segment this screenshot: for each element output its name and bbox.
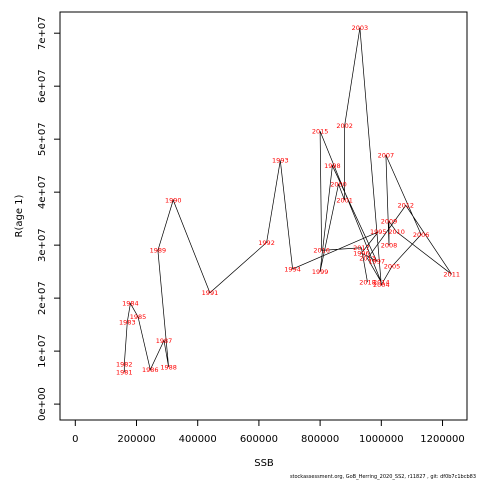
x-tick-label: 1000000 — [359, 434, 404, 445]
year-label-1991: 1991 — [202, 289, 219, 297]
year-label-2018: 2018 — [359, 279, 376, 287]
year-label-2002: 2002 — [336, 122, 353, 130]
year-label-2015: 2015 — [312, 128, 329, 136]
year-label-1993: 1993 — [272, 157, 289, 165]
y-tick-label: 6e+07 — [37, 69, 48, 103]
x-axis-title: SSB — [254, 458, 274, 469]
x-tick-label: 200000 — [117, 434, 155, 445]
year-label-1996: 1996 — [353, 249, 370, 257]
plot-area-border — [59, 11, 468, 421]
year-label-1998: 1998 — [324, 162, 341, 170]
year-label-2011: 2011 — [443, 271, 460, 279]
x-axis: 0 200000 400000 600000 800000 1000000 1200000 — [72, 420, 465, 445]
year-label-2017: 2017 — [353, 244, 370, 252]
year-label-1988: 1988 — [160, 363, 177, 371]
y-axis-title: R(age 1) — [14, 194, 25, 237]
stock-recruit-path — [123, 27, 452, 373]
year-label-1981: 1981 — [116, 369, 133, 377]
year-label-1989: 1989 — [150, 247, 167, 255]
year-label-1987: 1987 — [156, 337, 173, 345]
year-label-1995: 1995 — [370, 228, 387, 236]
y-tick-label: 7e+07 — [37, 16, 48, 50]
y-tick-label: 1e+07 — [37, 334, 48, 368]
year-label-2001: 2001 — [336, 196, 353, 204]
year-label-2013: 2013 — [359, 255, 376, 263]
year-label-1990: 1990 — [165, 196, 182, 204]
x-tick-label: 600000 — [240, 434, 278, 445]
year-label-1985: 1985 — [130, 313, 147, 321]
year-label-2009: 2009 — [381, 218, 398, 226]
year-label-2008: 2008 — [381, 241, 398, 249]
footnote: stockassessment.org, GoB_Herring_2020_SS… — [290, 474, 476, 480]
year-label-1986: 1986 — [142, 366, 159, 374]
year-label-2016: 2016 — [313, 247, 330, 255]
y-tick-label: 5e+07 — [37, 122, 48, 156]
year-label-2012: 2012 — [398, 202, 415, 210]
year-label-2006: 2006 — [413, 231, 430, 239]
y-tick-label: 4e+07 — [37, 175, 48, 209]
y-axis: 0e+00 1e+07 2e+07 3e+07 4e+07 5e+07 6e+07 7e+07 — [37, 16, 60, 421]
y-tick-label: 2e+07 — [37, 281, 48, 315]
year-label-2003: 2003 — [352, 24, 369, 32]
year-label-2004: 2004 — [373, 281, 390, 289]
year-label-1999: 1999 — [312, 268, 329, 276]
year-label-1982: 1982 — [116, 361, 133, 369]
year-label-2007: 2007 — [378, 151, 395, 159]
year-label-2000: 2000 — [330, 181, 347, 189]
y-tick-label: 0e+00 — [37, 387, 48, 421]
year-label-1997: 1997 — [368, 257, 385, 265]
year-label-2005: 2005 — [384, 263, 401, 271]
series-line — [123, 27, 452, 373]
y-tick-label: 3e+07 — [37, 228, 48, 262]
year-label-1983: 1983 — [119, 318, 136, 326]
year-label-1994: 1994 — [284, 265, 301, 273]
year-label-1992: 1992 — [258, 239, 275, 247]
year-label-2014: 2014 — [373, 279, 390, 287]
x-tick-label: 800000 — [301, 434, 339, 445]
x-tick-label: 0 — [72, 434, 78, 445]
year-label-1984: 1984 — [122, 300, 139, 308]
year-label-2010: 2010 — [388, 228, 405, 236]
x-tick-label: 400000 — [179, 434, 217, 445]
x-tick-label: 1200000 — [420, 434, 465, 445]
